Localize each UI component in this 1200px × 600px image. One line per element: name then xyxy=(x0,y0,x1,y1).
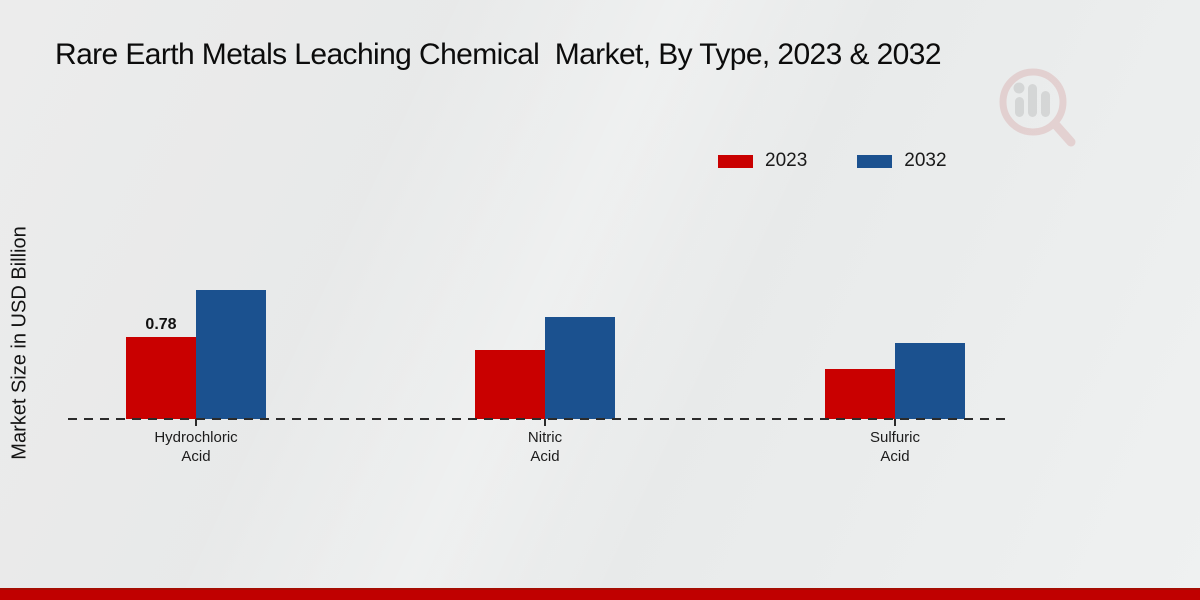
logo-bar-tall-icon xyxy=(1028,84,1037,117)
x-axis-tick-hydrochloric-acid xyxy=(195,419,197,426)
x-axis-tick-nitric-acid xyxy=(544,419,546,426)
legend-swatch-2032 xyxy=(857,154,893,168)
x-axis-tick-sulfuric-acid xyxy=(894,419,896,426)
legend-item-2023: 2023 xyxy=(718,150,807,172)
legend-item-2032: 2032 xyxy=(857,150,947,172)
magnifier-handle-icon xyxy=(1050,119,1076,147)
logo-bar-short-icon xyxy=(1015,97,1024,117)
bar-2023-nitric-acid xyxy=(475,350,545,419)
brand-watermark-logo xyxy=(999,68,1076,147)
bar-2032-sulfuric-acid xyxy=(895,343,965,419)
bar-2023-hydrochloric-acid xyxy=(126,337,196,419)
x-axis-label-nitric-acid: Nitric Acid xyxy=(527,429,563,465)
footer-accent-bar xyxy=(0,588,1200,600)
bar-2032-nitric-acid xyxy=(545,317,615,419)
legend: 2023 2032 xyxy=(718,150,947,172)
magnifier-ring-icon xyxy=(999,68,1067,136)
bar-value-label-2023-hydrochloric-acid: 0.78 xyxy=(145,316,177,333)
x-axis-baseline xyxy=(68,418,1005,420)
logo-bar-medium-icon xyxy=(1041,91,1050,117)
bar-2032-hydrochloric-acid xyxy=(196,290,266,419)
chart-title: Rare Earth Metals Leaching Chemical Mark… xyxy=(55,38,942,71)
legend-swatch-2023 xyxy=(718,154,753,168)
bar-2023-sulfuric-acid xyxy=(825,369,895,419)
logo-dot-icon xyxy=(1013,82,1025,94)
x-axis-label-sulfuric-acid: Sulfuric Acid xyxy=(869,429,921,465)
x-axis-label-hydrochloric-acid: Hydrochloric Acid xyxy=(154,429,238,465)
legend-label-2023: 2023 xyxy=(765,150,808,171)
legend-label-2032: 2032 xyxy=(904,150,947,171)
